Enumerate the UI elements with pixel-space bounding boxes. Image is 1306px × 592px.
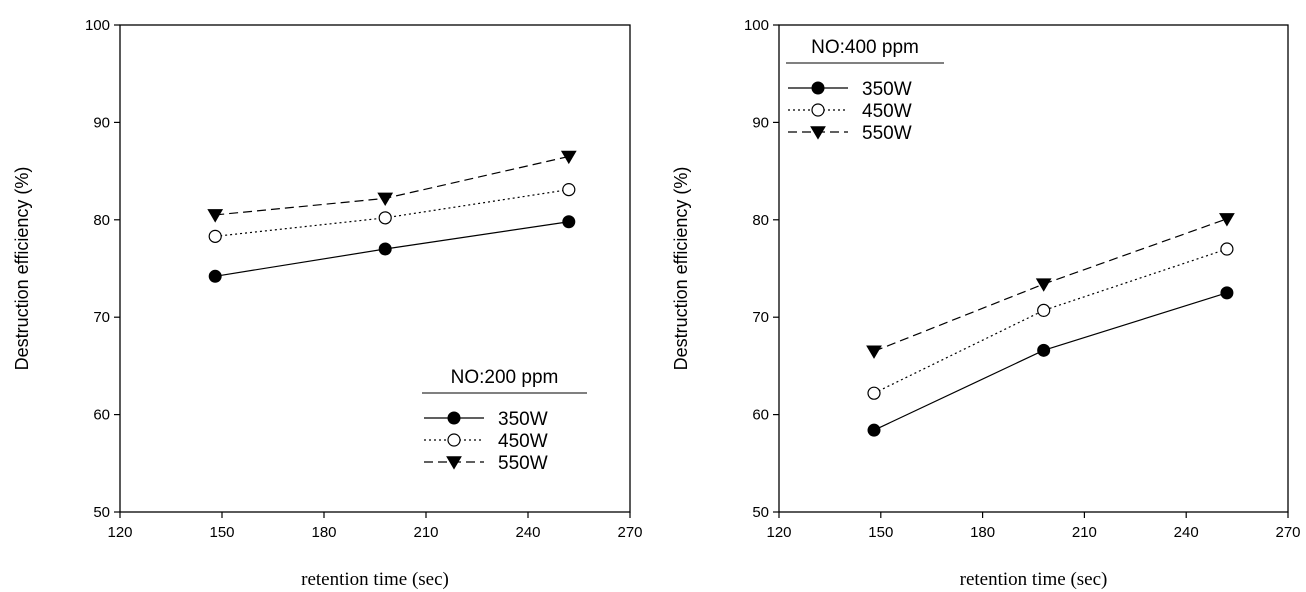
- legend-marker: [811, 103, 825, 117]
- y-tick-label: 90: [93, 114, 110, 131]
- data-point: [562, 183, 576, 197]
- series-line: [873, 218, 1228, 352]
- data-point: [1037, 303, 1051, 317]
- data-point: [866, 345, 882, 359]
- data-point: [207, 209, 224, 223]
- data-point: [562, 215, 576, 229]
- y-axis-label: Destruction efficiency (%): [12, 167, 32, 371]
- series-450W: [867, 242, 1234, 400]
- y-tick-label: 50: [752, 504, 769, 521]
- y-tick-label: 50: [93, 504, 110, 521]
- plot-frame: [119, 24, 631, 513]
- series-line: [873, 292, 1228, 431]
- data-point: [378, 211, 392, 225]
- legend-marker: [447, 411, 461, 425]
- legend-label: 350W: [862, 79, 912, 100]
- series-line: [215, 221, 569, 277]
- x-tick-label: 270: [1275, 524, 1300, 541]
- series-450W: [208, 183, 576, 243]
- legend-marker: [811, 81, 825, 95]
- legend-marker: [810, 126, 826, 140]
- x-tick-label: 240: [1174, 524, 1199, 541]
- chart-panel-2: 120 150 180 210 240 270 50 60 70 80 90 100 retention…: [671, 17, 1301, 590]
- data-point: [1220, 242, 1234, 256]
- y-tick-label: 70: [752, 309, 769, 326]
- y-axis-label: Destruction efficiency (%): [671, 167, 691, 371]
- series-line: [215, 155, 569, 216]
- y-tick-label: 60: [93, 407, 110, 424]
- x-tick-label: 270: [617, 524, 642, 541]
- y-tick-label: 100: [85, 17, 110, 34]
- legend-label: 550W: [498, 453, 548, 474]
- x-tick-label: 150: [209, 524, 234, 541]
- x-axis-label: retention time (sec): [301, 569, 449, 590]
- legend-title: NO:400 ppm: [811, 37, 919, 58]
- y-tick-label: 80: [752, 212, 769, 229]
- x-tick-label: 120: [766, 524, 791, 541]
- series-550W: [866, 213, 1235, 359]
- data-point: [867, 423, 881, 437]
- legend-label: 550W: [862, 123, 912, 144]
- x-tick-label: 180: [311, 524, 336, 541]
- data-point: [867, 386, 881, 400]
- data-point: [208, 269, 222, 283]
- data-point: [1037, 343, 1051, 357]
- legend-label: 450W: [862, 101, 912, 122]
- plot-frame: [778, 24, 1289, 513]
- series-350W: [867, 286, 1234, 437]
- data-point: [1035, 278, 1052, 292]
- data-point: [208, 229, 222, 243]
- y-tick-label: 100: [744, 17, 769, 34]
- data-point: [378, 242, 392, 256]
- data-point: [1220, 286, 1234, 300]
- legend-marker: [446, 456, 462, 470]
- legend-label: 350W: [498, 409, 548, 430]
- chart-panel-1: 120 150 180 210 240 270 50 60 70 80 90 100 retention…: [12, 17, 643, 590]
- data-point: [377, 192, 394, 207]
- y-tick-label: 80: [93, 212, 110, 229]
- x-tick-label: 210: [1072, 524, 1097, 541]
- x-axis-label: retention time (sec): [960, 569, 1108, 590]
- x-tick-label: 120: [107, 524, 132, 541]
- x-tick-label: 240: [515, 524, 540, 541]
- series-550W: [207, 150, 577, 223]
- y-tick-label: 90: [752, 114, 769, 131]
- x-tick-label: 210: [413, 524, 438, 541]
- x-tick-label: 150: [868, 524, 893, 541]
- legend-marker: [447, 433, 461, 447]
- y-tick-label: 70: [93, 309, 110, 326]
- y-tick-label: 60: [752, 407, 769, 424]
- data-point: [1219, 213, 1235, 227]
- legend-label: 450W: [498, 431, 548, 452]
- x-tick-label: 180: [970, 524, 995, 541]
- series-line: [873, 248, 1228, 394]
- series-350W: [208, 215, 576, 283]
- legend-title: NO:200 ppm: [451, 367, 559, 388]
- data-point: [560, 150, 577, 165]
